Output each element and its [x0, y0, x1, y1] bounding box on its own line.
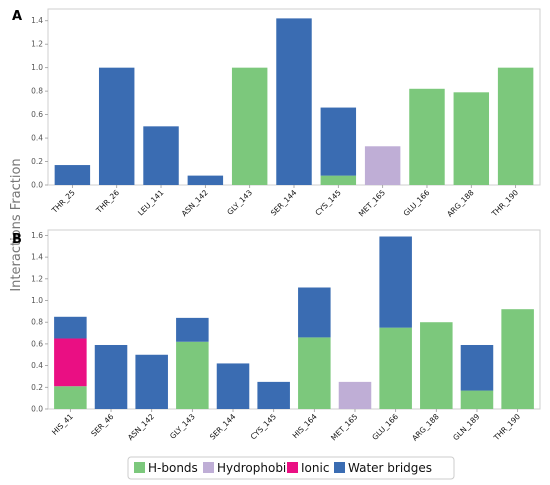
- y-tick-label: 1.4: [31, 253, 43, 262]
- x-category-label: CYS_145: [313, 188, 343, 218]
- legend-label-hbonds: H-bonds: [148, 461, 198, 475]
- x-category-label: ASN_142: [180, 188, 210, 218]
- panel-b-chart: B 0.0 0.2 0.4 0.6 0.8 1.0 1.2 1.4 1.6 HIS_41 SER_46…: [12, 229, 541, 443]
- bar-water-asn-142: [135, 354, 168, 409]
- bar-hbonds-gly-143: [231, 67, 268, 185]
- legend-swatch-hydrophobic: [203, 462, 214, 473]
- y-tick-label: 1.0: [31, 296, 43, 305]
- bar-water-ser-144: [216, 363, 250, 409]
- y-tick-label: 0.6: [31, 339, 43, 348]
- bar-water-cys-145: [257, 381, 290, 409]
- bar-water-asn-142: [187, 175, 224, 185]
- y-tick-label: 1.2: [31, 40, 43, 49]
- bar-hbonds-gly-143: [176, 341, 209, 409]
- bar-water-thr-25: [54, 165, 91, 185]
- x-category-label: GLN_189: [451, 412, 481, 442]
- bar-hbonds-his-164: [298, 337, 331, 409]
- x-category-label: THR_190: [489, 188, 520, 219]
- x-category-label: ASN_142: [126, 412, 156, 442]
- x-category-label: GLU_166: [370, 412, 400, 442]
- y-tick-label: 1.2: [31, 274, 43, 283]
- x-category-label: LEU_141: [136, 188, 165, 217]
- legend-swatch-ionic: [287, 462, 298, 473]
- x-category-label: SER_46: [89, 412, 115, 438]
- x-category-label: THR_26: [94, 188, 122, 216]
- bar-hbonds-cys-145: [320, 175, 357, 185]
- legend-label-water: Water bridges: [348, 461, 432, 475]
- x-category-label: THR_190: [491, 412, 522, 443]
- y-tick-label: 0.4: [31, 134, 43, 143]
- bar-water-his-41: [54, 316, 87, 339]
- x-category-label: CYS_145: [249, 412, 279, 442]
- panel-a-chart: A 0.0 0.2 0.4 0.6 0.8 1.0 1.2 1.4 THR_25 THR_26 LEU…: [12, 8, 541, 219]
- bar-hbonds-arg-188: [420, 322, 453, 409]
- bar-water-thr-26: [98, 67, 135, 185]
- bar-water-ser-144: [276, 18, 312, 185]
- y-tick-label: 0.2: [31, 383, 43, 392]
- panel-label: A: [12, 9, 22, 24]
- x-category-label: SER_144: [269, 188, 299, 218]
- y-tick-label: 0.4: [31, 361, 43, 370]
- x-category-label: GLY_143: [168, 412, 197, 441]
- y-tick-label: 1.0: [31, 63, 43, 72]
- y-tick-label: 0.8: [31, 318, 43, 327]
- legend-swatch-hbonds: [134, 462, 145, 473]
- legend-label-ionic: Ionic: [301, 461, 329, 475]
- y-tick-label: 0.2: [31, 157, 43, 166]
- x-category-label: HIS_41: [50, 412, 75, 437]
- plot-frame: [47, 229, 541, 410]
- bar-hydrophobic-met-165: [364, 146, 401, 185]
- bar-hbonds-glu-166: [409, 88, 445, 185]
- x-category-label: THR_25: [49, 188, 77, 216]
- bar-water-cys-145: [320, 107, 357, 176]
- bar-hbonds-gln-189: [460, 390, 494, 409]
- legend: H-bonds Hydrophobic Ionic Water bridges: [127, 456, 455, 480]
- bar-water-his-164: [298, 287, 331, 338]
- x-category-label: HIS_164: [291, 412, 319, 440]
- x-category-label: ARG_188: [445, 188, 476, 219]
- bar-hbonds-his-41: [54, 386, 87, 409]
- y-tick-label: 0.6: [31, 110, 43, 119]
- bar-ionic-his-41: [54, 338, 87, 387]
- x-category-label: MET_165: [329, 412, 359, 442]
- bar-water-glu-166: [379, 236, 412, 328]
- legend-swatch-water: [334, 462, 345, 473]
- bar-water-ser-46: [94, 344, 128, 409]
- y-axis-label: Interactions Fraction: [9, 158, 24, 291]
- bar-water-leu-141: [143, 126, 179, 185]
- x-category-label: GLY_143: [225, 188, 254, 217]
- y-tick-label: 0.8: [31, 87, 43, 96]
- legend-label-hydrophobic: Hydrophobic: [217, 461, 293, 475]
- bar-hbonds-glu-166: [379, 327, 412, 409]
- y-tick-label: 1.4: [31, 16, 43, 25]
- x-category-label: ARG_188: [410, 412, 441, 443]
- bar-hbonds-thr-190: [501, 309, 534, 409]
- x-category-label: GLU_166: [402, 188, 432, 218]
- panel-label: B: [12, 232, 22, 247]
- bar-water-gly-143: [176, 317, 209, 342]
- bar-hbonds-arg-188: [453, 92, 490, 185]
- y-tick-label: 0.0: [31, 181, 43, 190]
- y-tick-label: 1.6: [31, 231, 43, 240]
- bar-hbonds-thr-190: [497, 67, 534, 185]
- x-category-label: MET_165: [357, 188, 387, 218]
- x-category-label: SER_144: [208, 412, 238, 442]
- bar-water-gln-189: [460, 344, 494, 391]
- bar-hydrophobic-met-165: [338, 381, 372, 409]
- y-tick-label: 0.0: [31, 405, 43, 414]
